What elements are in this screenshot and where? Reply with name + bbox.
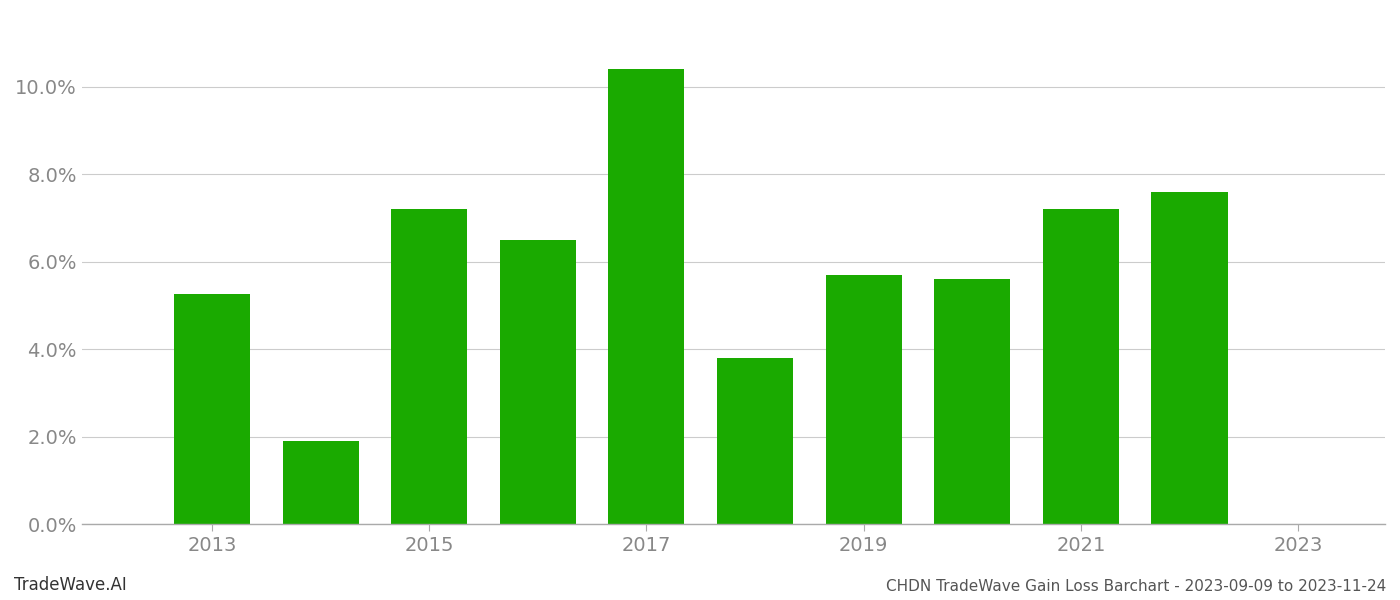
Bar bbox=[1043, 209, 1119, 524]
Bar bbox=[934, 279, 1011, 524]
Bar bbox=[391, 209, 468, 524]
Text: CHDN TradeWave Gain Loss Barchart - 2023-09-09 to 2023-11-24: CHDN TradeWave Gain Loss Barchart - 2023… bbox=[886, 579, 1386, 594]
Bar bbox=[283, 441, 358, 524]
Bar bbox=[1151, 191, 1228, 524]
Bar bbox=[826, 275, 902, 524]
Bar bbox=[500, 240, 575, 524]
Bar bbox=[174, 293, 251, 524]
Bar bbox=[717, 358, 792, 524]
Bar bbox=[609, 69, 685, 524]
Text: TradeWave.AI: TradeWave.AI bbox=[14, 576, 127, 594]
